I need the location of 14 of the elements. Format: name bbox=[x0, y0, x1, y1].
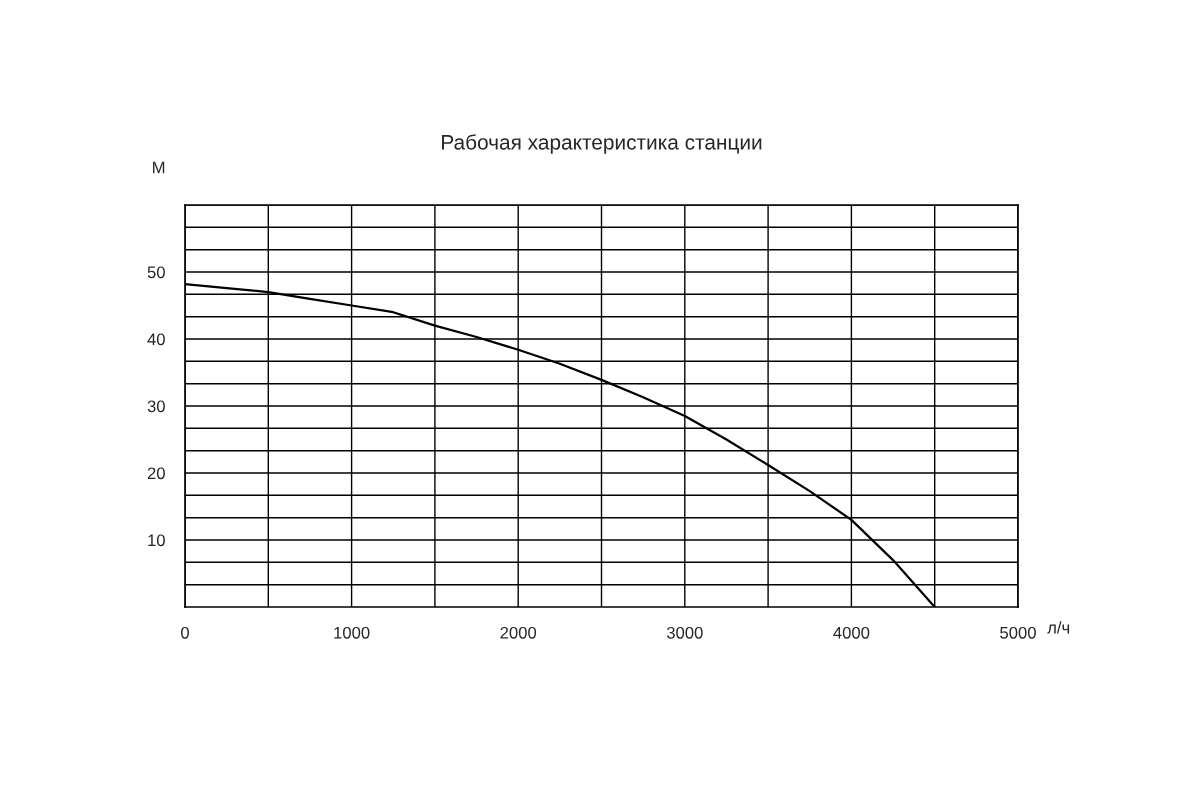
y-axis-title: М bbox=[153, 161, 165, 174]
x-tick-label: 3000 bbox=[666, 626, 703, 639]
x-tick-label: 4000 bbox=[833, 626, 870, 639]
y-tick-label: 40 bbox=[147, 333, 165, 346]
y-tick-label: 10 bbox=[148, 534, 165, 547]
chart-title: Рабочая характеристика станции bbox=[442, 134, 762, 154]
x-axis-title: л/ч bbox=[1047, 621, 1070, 634]
x-tick-label: 1000 bbox=[334, 626, 370, 639]
y-tick-label: 30 bbox=[147, 400, 165, 413]
x-tick-label: 5000 bbox=[1000, 626, 1036, 639]
x-tick-label: 2000 bbox=[500, 626, 537, 639]
y-tick-label: 50 bbox=[147, 266, 165, 279]
y-tick-label: 20 bbox=[147, 467, 165, 480]
x-tick-label: 0 bbox=[181, 626, 189, 639]
